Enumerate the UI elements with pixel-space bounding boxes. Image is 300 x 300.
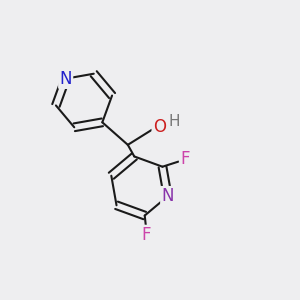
Text: F: F	[142, 226, 151, 244]
Text: N: N	[59, 70, 72, 88]
Text: O: O	[153, 118, 166, 136]
Text: H: H	[169, 114, 180, 129]
Text: F: F	[180, 150, 190, 168]
Text: N: N	[161, 187, 174, 205]
